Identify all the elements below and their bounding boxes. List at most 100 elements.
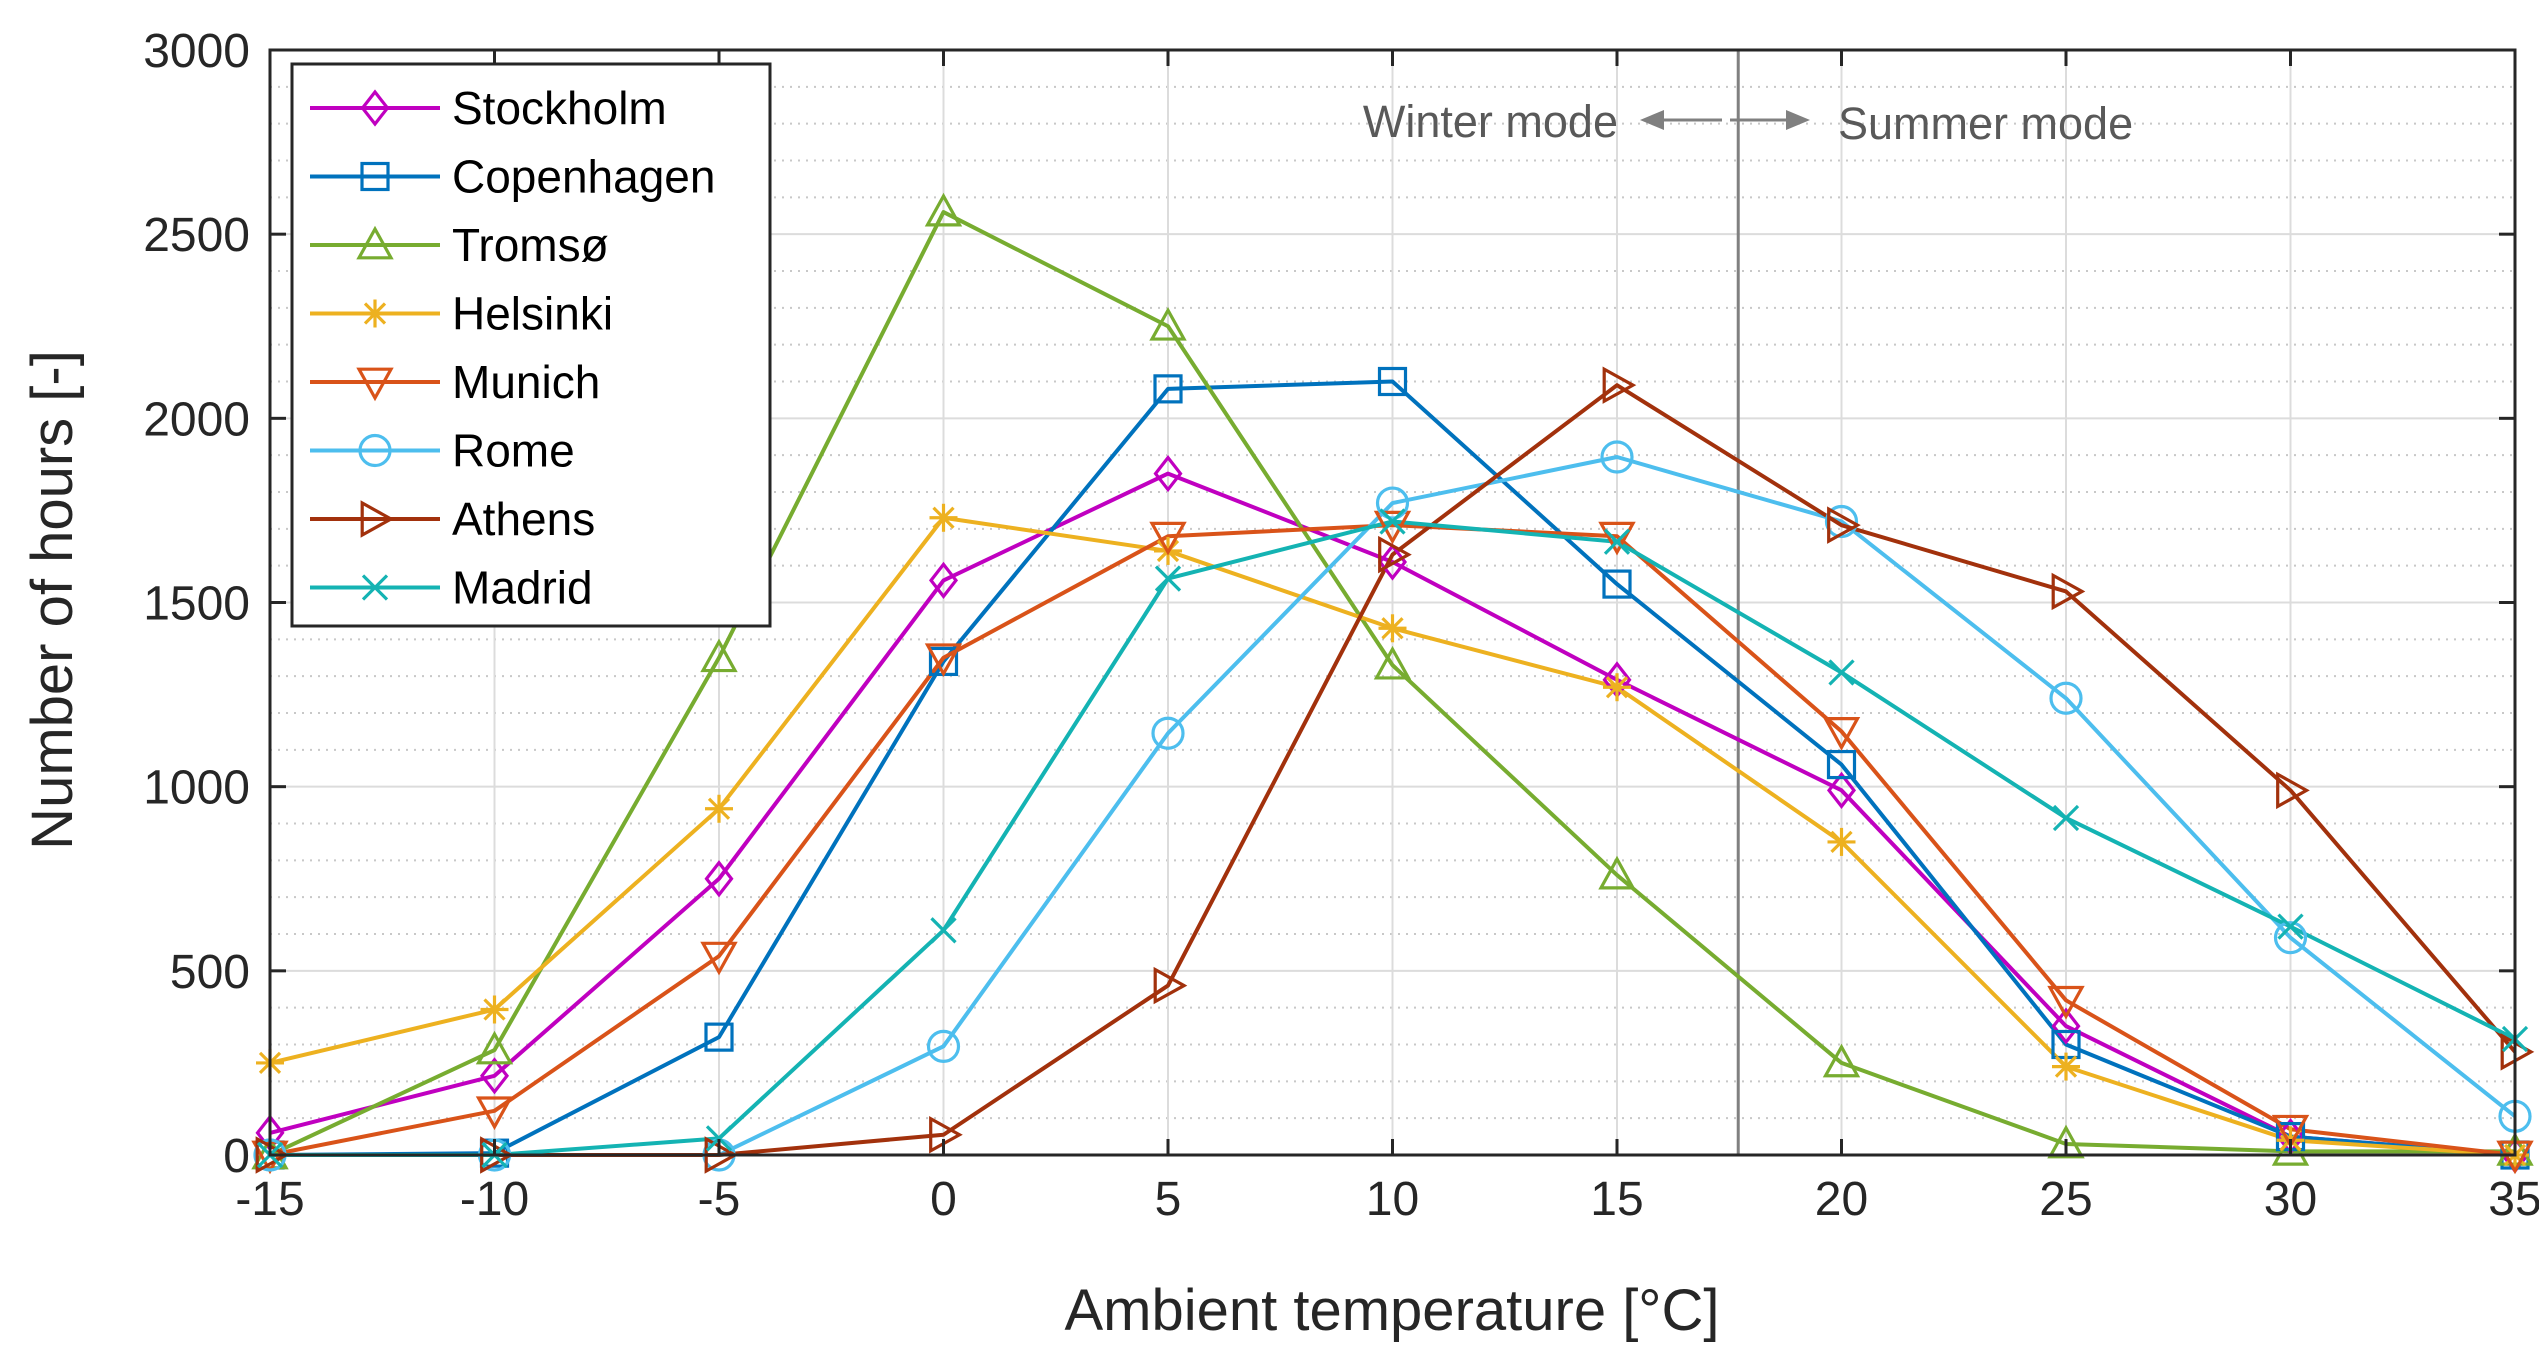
legend-marker <box>356 225 394 260</box>
legend-item-copenhagen: Copenhagen <box>310 151 715 203</box>
legend-item-madrid: Madrid <box>310 562 593 614</box>
data-point-stockholm <box>1377 543 1408 581</box>
legend-marker <box>360 161 390 192</box>
data-point-athens <box>2276 771 2310 810</box>
series-line-troms- <box>269 210 2515 1157</box>
data-point-helsinki <box>480 995 509 1024</box>
legend-marker <box>360 500 395 538</box>
legend-label: Copenhagen <box>452 151 715 203</box>
legend-label: Munich <box>452 356 600 408</box>
data-point-rome <box>1151 716 1185 750</box>
x-tick-label: 25 <box>2039 1173 2092 1226</box>
data-point-troms- <box>700 638 738 673</box>
data-point-stockholm <box>1826 771 1857 809</box>
data-point-stockholm <box>1153 454 1183 493</box>
x-tick-label: -15 <box>235 1173 304 1226</box>
data-point-copenhagen <box>1153 374 1183 404</box>
data-point-madrid <box>705 1125 733 1152</box>
data-point-athens <box>255 1136 290 1174</box>
data-point-madrid <box>2052 804 2080 832</box>
summer-mode-label: Summer mode <box>1838 98 2133 149</box>
legend-marker <box>361 299 389 328</box>
y-tick-label: 1000 <box>143 762 250 815</box>
legend-marker <box>361 574 389 601</box>
x-tick-label: 5 <box>1155 1173 1182 1226</box>
data-point-madrid <box>1603 528 1631 555</box>
winter-arrow-icon <box>1640 110 1664 130</box>
data-point-helsinki <box>2052 1052 2080 1081</box>
data-point-copenhagen <box>704 1022 734 1052</box>
data-point-helsinki <box>1378 614 1407 643</box>
legend-box <box>290 62 772 628</box>
data-point-athens <box>1602 366 1637 404</box>
legend-label: Tromsø <box>452 219 609 271</box>
data-point-munich <box>924 643 963 678</box>
x-tick-label: 10 <box>1366 1173 1419 1226</box>
data-point-munich <box>2271 1114 2310 1149</box>
data-point-helsinki <box>1827 827 1856 856</box>
data-point-athens <box>2500 1033 2535 1071</box>
x-tick-label: 30 <box>2264 1173 2317 1226</box>
mode-annotation: Winter mode Summer mode <box>1363 96 2133 149</box>
data-point-rome <box>1375 486 1410 520</box>
data-point-athens <box>929 1116 963 1154</box>
x-tick-label: 20 <box>1815 1173 1868 1226</box>
x-tick-label: 0 <box>930 1173 957 1226</box>
legend: Stockholm Copenhagen Tromsø Helsinki Munich R… <box>290 62 772 628</box>
summer-arrow-icon <box>1786 110 1810 130</box>
data-point-athens <box>2051 572 2086 611</box>
legend-label: Madrid <box>452 562 593 614</box>
data-point-munich <box>1598 521 1636 556</box>
data-point-troms- <box>1598 855 1636 890</box>
data-point-troms- <box>924 192 963 227</box>
x-tick-label: 15 <box>1590 1173 1643 1226</box>
data-point-athens <box>1153 966 1188 1005</box>
data-point-copenhagen <box>1377 366 1408 397</box>
data-point-madrid <box>930 917 957 944</box>
series-line-copenhagen <box>269 379 2516 1157</box>
x-tick-label: -10 <box>460 1173 529 1226</box>
data-point-troms- <box>2047 1124 2085 1159</box>
legend-item-athens: Athens <box>310 493 595 545</box>
data-point-troms- <box>1373 645 1412 680</box>
y-tick-label: 2500 <box>143 209 250 262</box>
legend-item-stockholm: Stockholm <box>310 82 667 134</box>
data-point-rome <box>926 1029 961 1063</box>
legend-marker <box>358 433 392 468</box>
y-tick-label: 0 <box>223 1130 250 1183</box>
data-point-copenhagen <box>1602 569 1632 599</box>
legend-item-munich: Munich <box>310 356 600 408</box>
legend-item-rome: Rome <box>310 425 575 477</box>
data-point-rome <box>2049 681 2083 715</box>
data-point-copenhagen <box>1826 749 1857 780</box>
data-point-madrid <box>2277 913 2304 940</box>
x-axis-label: Ambient temperature [°C] <box>1064 1278 1719 1343</box>
data-point-stockholm <box>479 1057 510 1095</box>
data-point-munich <box>1149 521 1187 556</box>
data-point-madrid <box>1379 508 1406 535</box>
data-point-stockholm <box>2051 1007 2081 1045</box>
data-point-troms- <box>1822 1043 1861 1078</box>
data-point-rome <box>2273 921 2308 955</box>
legend-marker <box>360 89 390 127</box>
data-point-helsinki <box>1603 673 1631 702</box>
data-point-troms- <box>475 1030 514 1065</box>
data-point-rome <box>1600 440 1634 474</box>
data-point-stockholm <box>928 561 959 600</box>
data-point-athens <box>1378 535 1412 574</box>
y-tick-label: 1500 <box>143 578 250 631</box>
y-tick-label: 3000 <box>143 25 250 78</box>
data-point-munich <box>700 941 738 976</box>
x-axis-ticks: -15 -10 -5 0 5 10 15 20 25 30 35 <box>235 50 2539 1226</box>
data-point-rome <box>1824 504 1859 539</box>
data-point-munich <box>1373 510 1412 545</box>
x-tick-label: -5 <box>698 1173 741 1226</box>
y-axis-label: Number of hours [-] <box>20 350 85 850</box>
data-point-athens <box>1827 506 1861 544</box>
data-point-troms- <box>1149 306 1187 341</box>
legend-marker <box>356 367 394 402</box>
data-point-munich <box>475 1096 514 1131</box>
y-tick-label: 2000 <box>143 393 250 446</box>
x-tick-label: 35 <box>2488 1173 2539 1226</box>
